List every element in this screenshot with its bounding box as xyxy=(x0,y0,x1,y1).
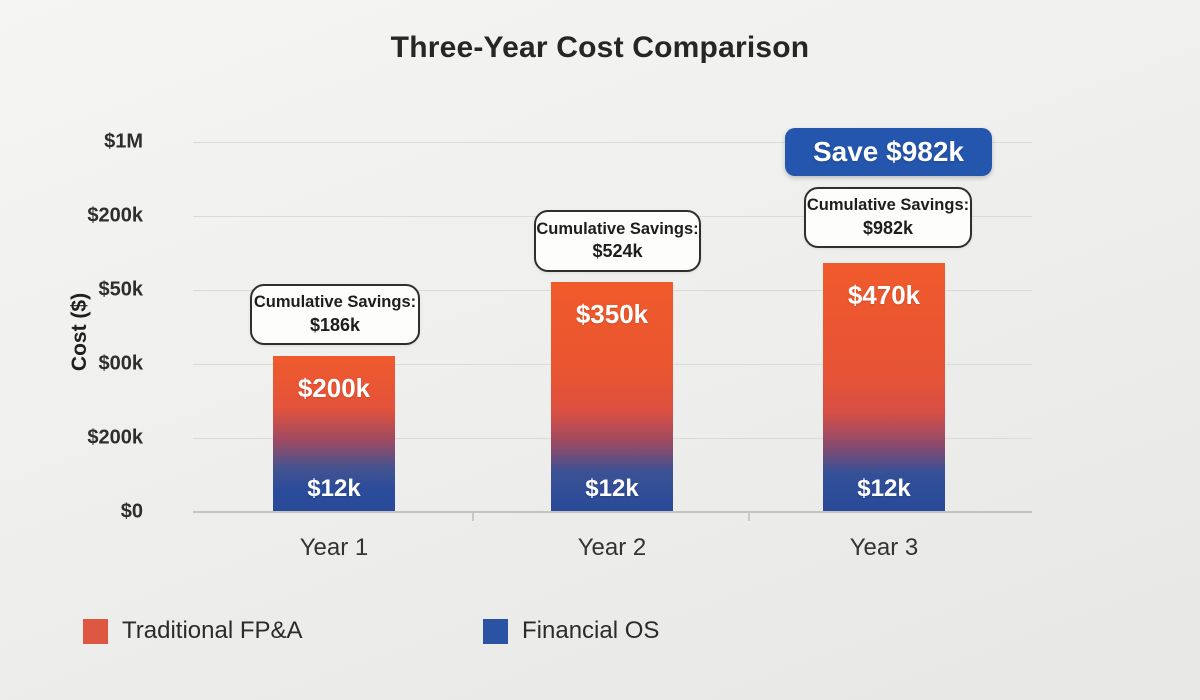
x-axis-tick xyxy=(748,513,750,521)
bar-year-2: $350k $12k xyxy=(551,282,673,511)
legend-item-traditional-fpa: Traditional FP&A xyxy=(83,617,303,645)
bar-value-financial: $12k xyxy=(857,475,911,502)
callout-value: $186k xyxy=(309,314,361,335)
legend-swatch-blue xyxy=(483,618,508,644)
bar-value-traditional: $200k xyxy=(297,373,371,403)
y-tick-label: $0 xyxy=(120,500,143,523)
legend-label: Financial OS xyxy=(522,617,660,644)
bar-year-1: $200k $12k xyxy=(273,356,395,511)
chart-legend: Traditional FP&A Financial OS xyxy=(0,617,1200,647)
y-tick-label: $1M xyxy=(104,130,143,153)
y-tick-label: $200k xyxy=(87,426,143,449)
callout-cumulative-savings-year-2: Cumulative Savings: $524k xyxy=(534,210,701,272)
y-tick-label: $00k xyxy=(98,352,144,375)
x-axis-tick xyxy=(472,513,474,521)
callout-title: Cumulative Savings: xyxy=(536,219,699,238)
legend-item-financial-os: Financial OS xyxy=(483,617,659,645)
x-category-label-year-2: Year 2 xyxy=(577,534,647,561)
legend-swatch-orange xyxy=(83,618,108,644)
x-axis-line xyxy=(193,511,1032,513)
callout-value: $524k xyxy=(592,241,643,262)
bar-value-financial: $12k xyxy=(307,475,361,502)
callout-value: $982k xyxy=(862,217,914,238)
bar-value-traditional: $470k xyxy=(847,280,921,310)
gridline xyxy=(193,142,1032,143)
callout-cumulative-savings-year-1: Cumulative Savings: $186k xyxy=(250,284,420,345)
legend-label: Traditional FP&A xyxy=(122,617,303,644)
callout-title: Cumulative Savings: xyxy=(806,196,970,215)
callout-title: Cumulative Savings: xyxy=(253,293,417,312)
save-badge: Save $982k xyxy=(785,128,992,176)
bar-year-3: $470k $12k xyxy=(823,263,945,511)
x-category-label-year-3: Year 3 xyxy=(849,534,919,561)
y-tick-label: $50k xyxy=(98,278,144,301)
x-category-label-year-1: Year 1 xyxy=(299,534,369,561)
callout-cumulative-savings-year-3: Cumulative Savings: $982k xyxy=(804,187,972,248)
bar-value-financial: $12k xyxy=(585,475,639,502)
bar-value-traditional: $350k xyxy=(575,299,649,329)
y-tick-label: $200k xyxy=(87,204,143,227)
chart-title: Three-Year Cost Comparison xyxy=(390,31,810,64)
